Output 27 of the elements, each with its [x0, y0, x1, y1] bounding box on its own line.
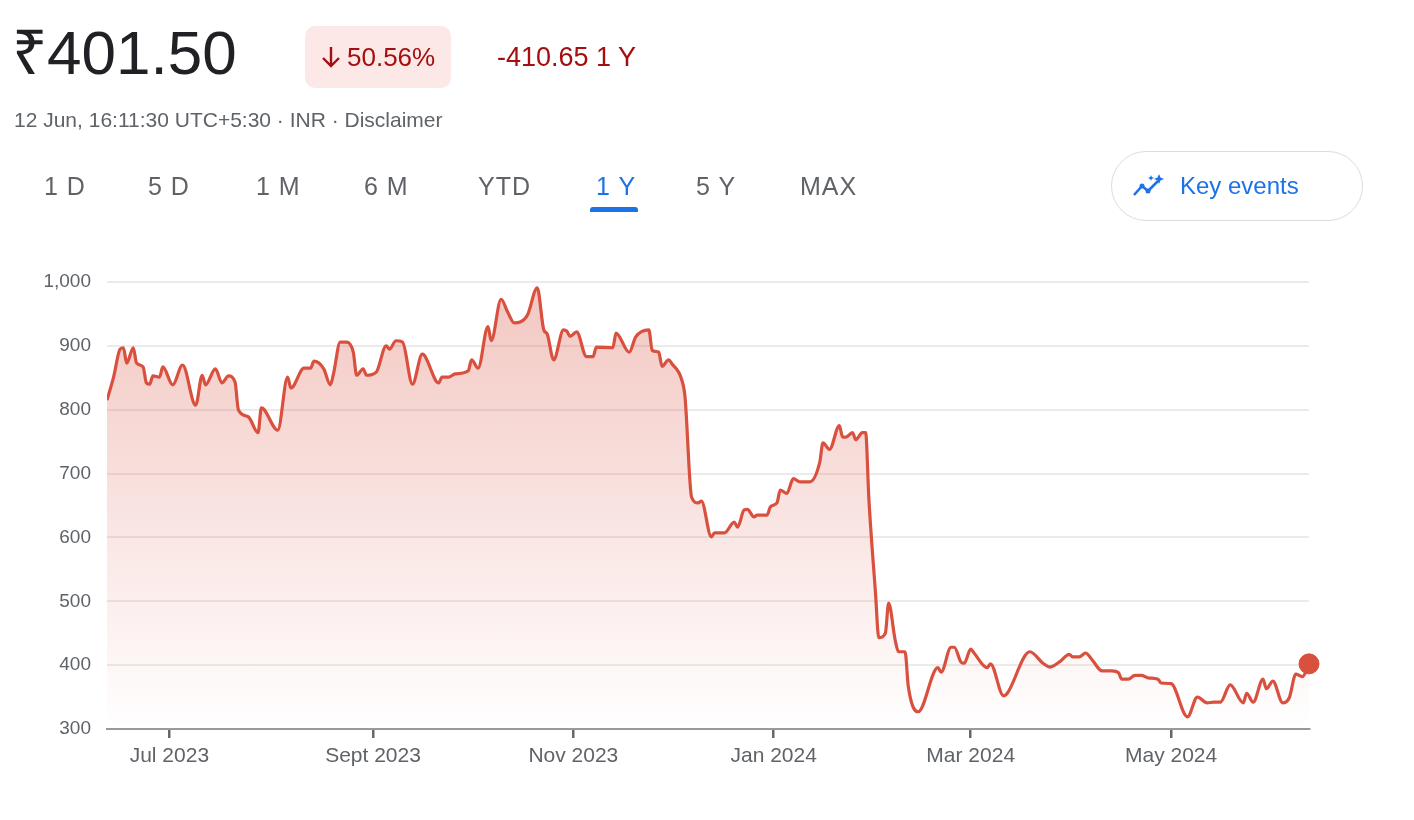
text: 6 M: [364, 172, 409, 201]
text: 5 D: [148, 172, 190, 201]
text: 1 D: [44, 172, 86, 201]
text: 50.56%: [347, 41, 436, 73]
y-tick-label: 300: [59, 717, 91, 739]
x-tick-label: May 2024: [1124, 743, 1218, 767]
chart-title: ₹401.50: [12, 18, 237, 87]
x-tick-label: Jan 2024: [730, 743, 818, 767]
y-tick-label: 700: [59, 461, 91, 483]
text: 1 M: [256, 172, 301, 201]
text: Key events: [1180, 172, 1299, 200]
y-tick-label: 400: [59, 653, 91, 675]
text: YTD: [478, 172, 531, 201]
y-tick-label: 600: [59, 525, 91, 547]
y-tick-label: 900: [59, 334, 91, 356]
text: -410.65 1 Y: [497, 42, 637, 73]
x-tick-label: Sept 2023: [325, 743, 421, 767]
text: 1 Y: [596, 172, 637, 201]
text: 5 Y: [696, 172, 737, 201]
y-tick-label: 1,000: [43, 270, 91, 292]
x-tick-label: Nov 2023: [528, 743, 619, 767]
x-tick-label: Jul 2023: [129, 743, 210, 767]
chart-subtitle: 12 Jun, 16:11:30 UTC+5:30 · INR · Disclaimer: [14, 108, 443, 132]
text: MAX: [800, 172, 858, 201]
y-tick-label: 800: [59, 397, 91, 419]
y-tick-label: 500: [59, 589, 91, 611]
x-tick-label: Mar 2024: [926, 743, 1016, 767]
